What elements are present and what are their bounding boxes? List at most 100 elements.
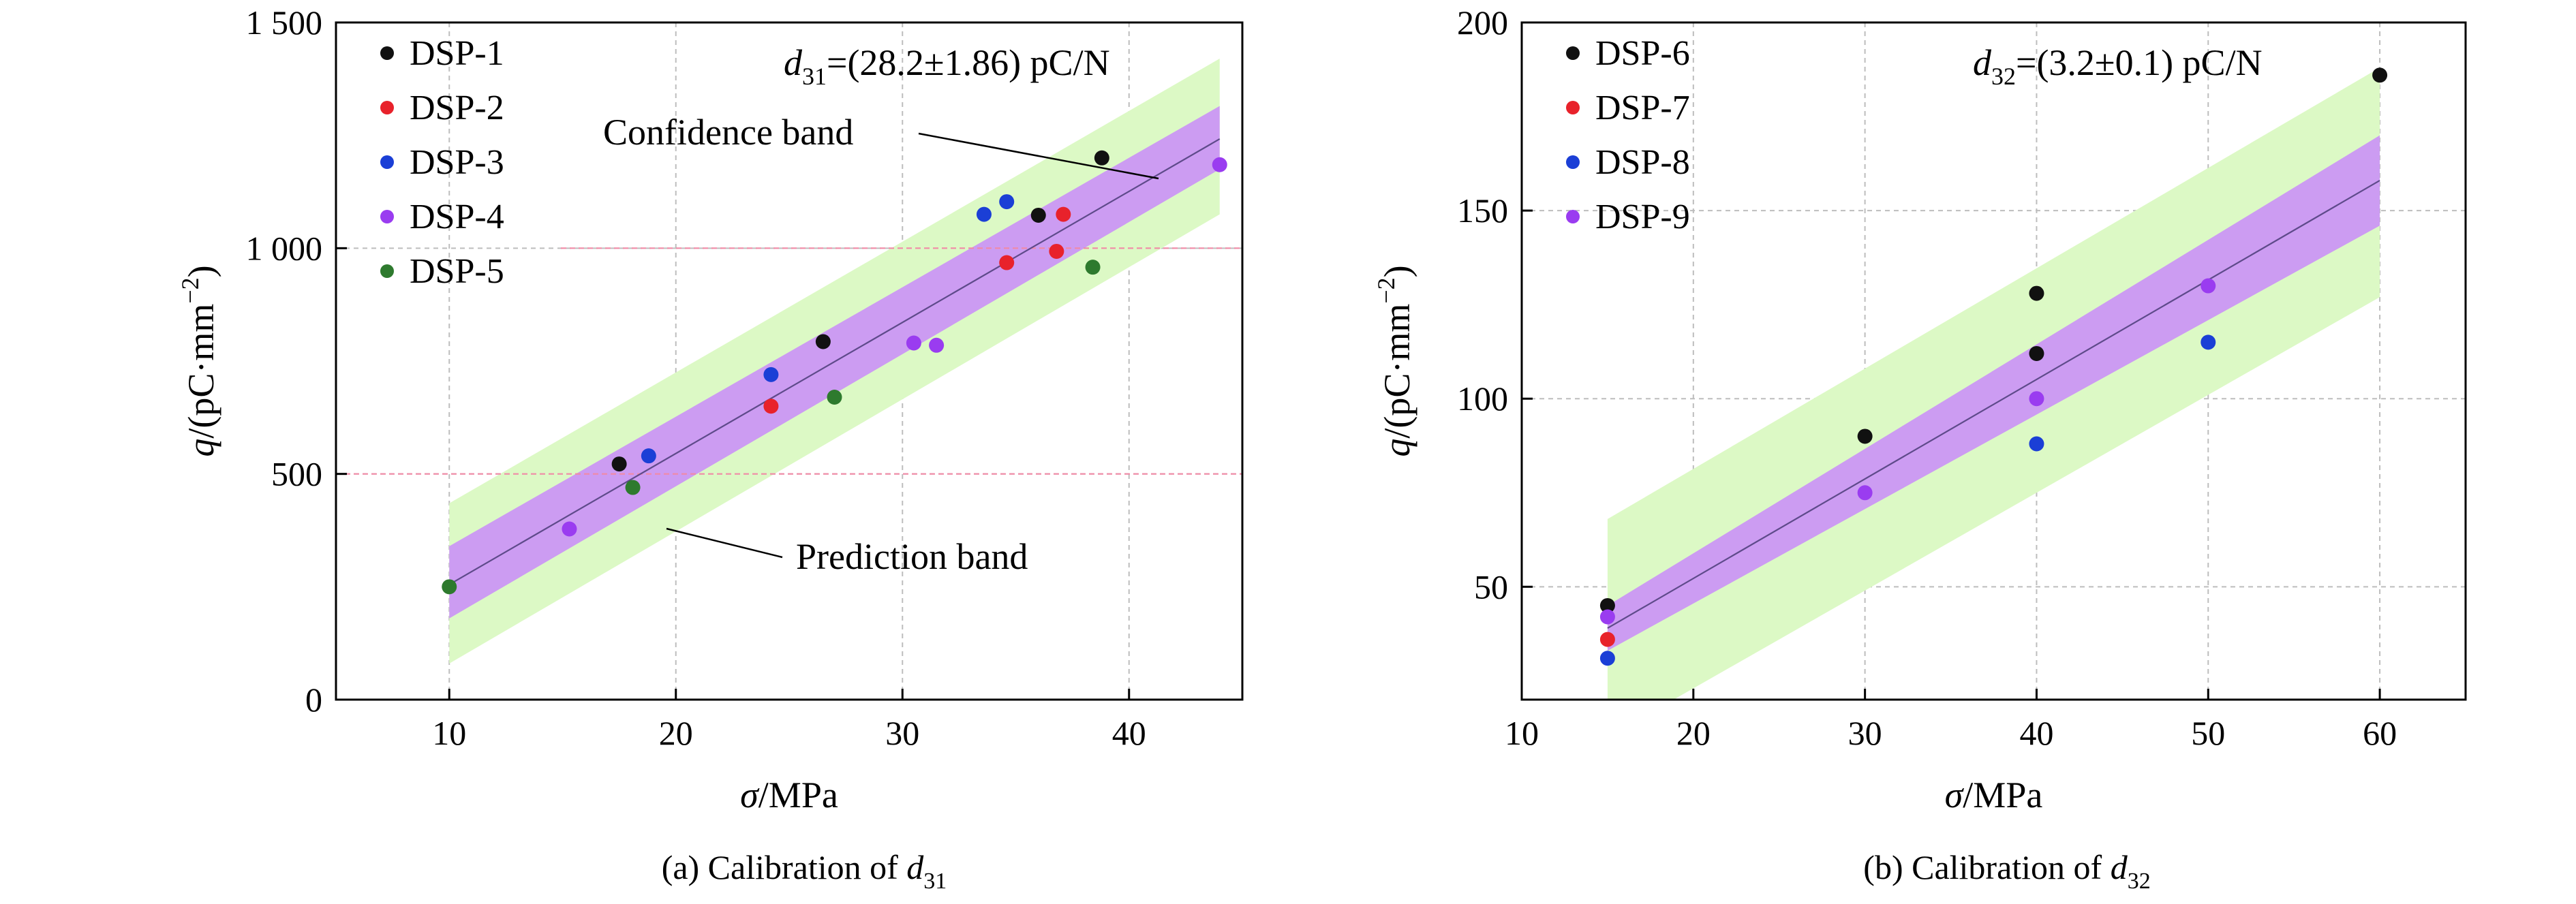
x-axis-unit-a: /MPa [758,775,838,815]
legend-a: DSP-1 DSP-2 DSP-3 DSP-4 DSP-5 [380,34,504,291]
legend-label-dsp-2: DSP-2 [410,89,504,127]
data-point-dsp-2-2 [1049,243,1064,259]
legend-marker-dsp-6 [1566,46,1580,60]
data-point-dsp-3-0 [641,448,656,464]
fit-equation-symbol-a: d [784,42,803,83]
caption-symbol-b: d [2111,848,2128,886]
data-point-dsp-6-3 [2029,345,2044,361]
plot-area-a [336,59,1242,664]
data-point-dsp-1-0 [611,456,627,472]
series-dsp-9 [1599,278,2216,625]
caption-text-a: (a) Calibration of [662,848,907,886]
data-point-dsp-6-2 [2029,285,2044,301]
fit-equation-a: d31=(28.2±1.86) pC/N [784,42,1110,90]
legend-label-dsp-8: DSP-8 [1595,143,1690,182]
fit-line-a [448,138,1221,585]
x-axis-label-a: σ/MPa [740,775,838,815]
data-point-dsp-1-1 [815,334,831,349]
panel-b: 10 20 30 40 50 60 50 100 150 200 σ/MPa q/(pC·mm−2) D… [1373,3,2467,894]
caption-a: (a) Calibration of d31 [662,848,947,894]
series-dsp-6 [1599,67,2388,613]
y-axis-symbol-a: q [181,439,221,457]
x-tick-label-b-5: 60 [2363,714,2397,752]
legend-marker-dsp-3 [380,155,394,169]
x-axis-symbol-b: σ [1945,775,1965,815]
data-point-dsp-5-1 [625,480,641,495]
data-point-dsp-1-3 [1094,150,1109,166]
legend-marker-dsp-9 [1566,210,1580,223]
x-tick-label-a-2: 30 [885,714,919,752]
data-point-dsp-9-0 [1599,609,1615,625]
fit-equation-symbol-b: d [1973,42,1992,83]
y-axis-unit-close-b: ) [1377,265,1417,277]
panel-a: 10 20 30 40 0 500 1 000 1 500 σ/MPa q/(pC·mm−2) DS… [177,3,1244,894]
annotation-confidence-leader [918,132,1159,180]
series-dsp-5 [442,260,1101,595]
legend-marker-dsp-8 [1566,155,1580,169]
x-tick-label-b-1: 20 [1676,714,1711,752]
legend-marker-dsp-1 [380,46,394,60]
data-point-dsp-6-4 [2372,67,2388,83]
series-dsp-1 [611,150,1109,472]
axes-frame-a [335,21,1244,701]
caption-sub-b: 32 [2128,869,2151,894]
x-tick-label-b-0: 10 [1505,714,1539,752]
x-tick-label-b-2: 30 [1848,714,1882,752]
x-tick-label-a-0: 10 [432,714,466,752]
x-tick-label-b-4: 50 [2191,714,2225,752]
data-point-dsp-3-1 [763,367,779,382]
y-axis-unit-sup-a: −2 [177,277,204,303]
caption-b: (b) Calibration of d32 [1863,848,2150,894]
data-point-dsp-2-1 [999,255,1015,270]
y-axis-label-b: q/(pC·mm−2) [1373,265,1417,456]
data-point-dsp-5-2 [827,390,842,405]
fit-equation-text-b: =(3.2±0.1) pC/N [2016,42,2263,83]
legend-label-dsp-1: DSP-1 [410,34,504,73]
caption-text-b: (b) Calibration of [1863,848,2110,886]
data-point-dsp-9-2 [2029,391,2044,407]
axes-frame-b [1520,21,2467,701]
x-axis-label-b: σ/MPa [1945,775,2043,815]
x-axis-symbol-a: σ [740,775,760,815]
annotation-prediction-band: Prediction band [796,536,1028,577]
y-tick-label-b-0: 50 [1474,567,1508,606]
series-dsp-8 [1599,334,2216,666]
data-point-dsp-6-1 [1857,428,1873,444]
x-tick-label-a-1: 20 [659,714,693,752]
legend-b: DSP-6 DSP-7 DSP-8 DSP-9 [1566,34,1690,236]
annotation-prediction-leader [666,527,783,559]
caption-symbol-a: d [906,848,924,886]
data-point-dsp-5-3 [1085,260,1101,275]
legend-label-dsp-3: DSP-3 [410,143,504,182]
data-point-dsp-9-3 [2201,278,2216,294]
y-tick-label-b-1: 100 [1457,379,1508,418]
data-point-dsp-6-0 [1599,597,1615,613]
legend-label-dsp-9: DSP-9 [1595,198,1690,236]
x-tick-label-b-3: 40 [2019,714,2053,752]
fit-equation-sub-a: 31 [802,63,827,90]
fit-equation-sub-b: 32 [1991,63,2016,90]
y-axis-unit-a: /(pC·mm [181,304,221,439]
data-point-dsp-7-0 [1599,632,1615,647]
y-tick-label-a-2: 1 000 [246,229,323,267]
y-tick-label-a-0: 0 [305,681,322,719]
y-axis-unit-close-a: ) [181,265,221,277]
y-axis-unit-b: /(pC·mm [1377,304,1417,439]
series-dsp-2 [763,206,1071,414]
data-point-dsp-4-2 [929,337,945,353]
plot-area-b [1599,67,2388,700]
x-tick-label-a-3: 40 [1112,714,1146,752]
data-point-dsp-1-2 [1030,207,1046,223]
x-axis-unit-b: /MPa [1963,775,2042,815]
data-point-dsp-8-1 [2029,436,2044,452]
y-axis-unit-sup-b: −2 [1373,277,1400,303]
data-point-dsp-3-3 [999,194,1015,210]
data-point-dsp-4-0 [562,521,577,537]
legend-label-dsp-6: DSP-6 [1595,34,1690,73]
data-point-dsp-8-2 [2201,334,2216,350]
confidence-band-b [1607,135,2380,651]
y-axis-symbol-b: q [1377,439,1417,457]
fit-line-b [1607,179,2380,629]
legend-marker-dsp-5 [380,264,394,278]
data-point-dsp-5-0 [442,579,457,595]
